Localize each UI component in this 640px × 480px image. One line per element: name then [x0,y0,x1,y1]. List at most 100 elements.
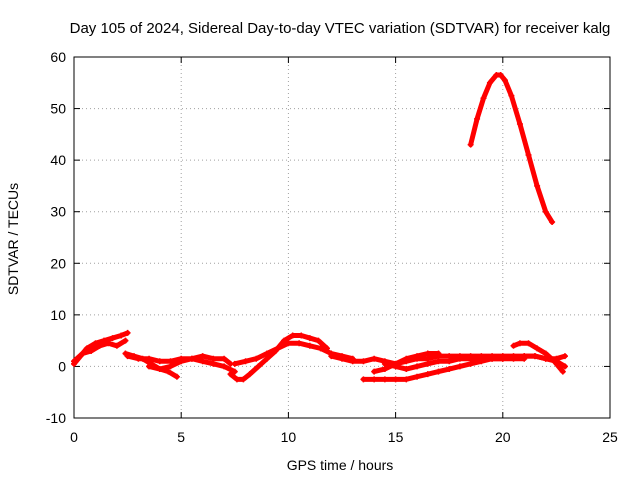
data-point [122,337,129,344]
data-point [392,360,399,367]
data-point [497,72,504,79]
data-point [467,360,474,367]
data-point [371,355,378,362]
y-tick-label: 0 [58,358,66,374]
plot-frame [73,56,611,419]
grid [74,57,610,418]
data-point [501,77,508,84]
data-point [531,353,538,360]
series-0 [467,72,556,226]
data-point [221,355,228,362]
data-point [456,363,463,370]
data-point [221,363,228,370]
data-point [317,345,324,352]
data-point [559,368,566,375]
data-point [253,355,260,362]
chart-title: Day 105 of 2024, Sidereal Day-to-day VTE… [70,20,611,37]
data-point [156,358,163,365]
x-tick-label: 25 [602,429,618,445]
data-point [88,347,95,354]
data-point [349,358,356,365]
data-point [424,360,431,367]
data-point [167,358,174,365]
data-point [446,358,453,365]
data-point [486,79,493,86]
data-point [542,208,549,215]
y-axis-label: SDTVAR / TECUs [5,183,21,295]
data-point [478,355,485,362]
data-point [109,335,116,342]
data-point [381,366,388,373]
data-point [199,353,206,360]
data-point [435,350,442,357]
data-point [339,355,345,362]
data-point [315,337,322,344]
data-point [414,373,421,380]
data-point [173,373,180,380]
y-tick-label: 50 [50,101,66,117]
data-point [298,332,305,339]
y-tick-label: 60 [50,49,66,65]
y-tick-label: 30 [50,204,66,220]
data-point [306,342,313,349]
data-point [124,353,131,360]
data-point [178,358,185,365]
data-point [124,329,131,336]
data-point [435,358,442,365]
data-point [210,355,217,362]
data-point [553,358,560,365]
series-1 [71,329,131,367]
data-point [96,342,103,349]
data-point [499,355,506,362]
data-point [414,363,421,370]
data-point [210,360,217,367]
data-point [510,355,517,362]
data-point [516,121,523,128]
data-point [306,335,313,342]
data-point [480,95,487,102]
data-point [199,358,206,365]
data-point [146,355,153,362]
data-point [510,342,517,349]
series-10 [381,355,506,373]
data-points [71,72,568,383]
data-point [534,345,541,352]
data-point [263,350,270,357]
y-tick-label: 40 [50,152,66,168]
data-point [227,371,234,378]
data-point [467,141,474,148]
series-11 [371,350,442,375]
y-tick-label: -10 [46,410,66,426]
data-point [274,345,281,352]
y-tick-label: 10 [50,307,66,323]
x-tick-label: 0 [70,429,78,445]
data-point [240,376,247,383]
data-point [242,358,249,365]
data-point [263,355,270,362]
x-tick-label: 10 [281,429,297,445]
data-point [135,355,142,362]
data-point [146,363,153,370]
data-point [392,376,399,383]
data-point [549,219,556,226]
data-point [489,355,496,362]
data-point [92,340,99,347]
data-point [561,353,568,360]
data-point [403,366,410,373]
data-point [71,358,77,365]
data-point [424,350,431,357]
series-7 [231,340,356,367]
data-point [561,363,568,370]
data-point [508,92,515,99]
data-point [167,363,174,370]
data-point [435,368,442,375]
data-point [403,355,410,362]
data-point [246,371,253,378]
data-point [414,353,421,360]
data-point [542,350,549,357]
series-trace [71,330,131,367]
data-point [542,355,549,362]
data-point [113,342,120,349]
data-point [371,376,378,383]
